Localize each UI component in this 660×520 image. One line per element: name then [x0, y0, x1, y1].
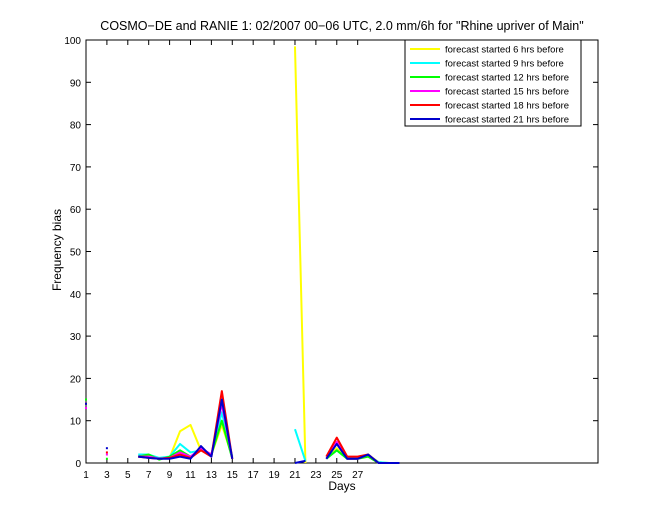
x-tick-label: 9	[167, 470, 173, 481]
y-tick-label: 70	[70, 163, 82, 174]
y-tick-label: 60	[70, 205, 82, 216]
legend	[404, 39, 582, 127]
chart-title: COSMO−DE and RANIE 1: 02/2007 00−06 UTC,…	[100, 19, 583, 33]
series-line	[294, 428, 307, 462]
y-tick-label: 100	[64, 36, 81, 47]
legend-entry: forecast started 18 hrs before	[445, 101, 569, 112]
y-tick-label: 30	[70, 332, 82, 343]
y-tick-label: 40	[70, 290, 82, 301]
legend-entry: forecast started 12 hrs before	[445, 73, 569, 84]
x-tick-label: 3	[104, 470, 110, 481]
series-line	[325, 442, 400, 464]
series-line	[138, 398, 234, 460]
x-tick-label: 25	[331, 470, 343, 481]
y-axis-label: Frequency bias	[50, 209, 64, 291]
series-line	[294, 459, 306, 464]
x-tick-label: 1	[83, 470, 89, 481]
series-6	[85, 398, 400, 464]
x-axis-label: Days	[328, 479, 355, 493]
x-tick-label: 21	[289, 470, 301, 481]
y-tick-label: 50	[70, 248, 82, 259]
y-tick-label: 80	[70, 121, 82, 132]
legend-entry: forecast started 6 hrs before	[445, 45, 564, 56]
y-tick-label: 90	[70, 78, 82, 89]
x-tick-label: 7	[146, 470, 152, 481]
legend-entry: forecast started 21 hrs before	[445, 115, 569, 126]
y-tick-label: 20	[70, 374, 82, 385]
legend-entry: forecast started 15 hrs before	[445, 87, 569, 98]
x-tick-label: 23	[310, 470, 322, 481]
y-tick-label: 0	[75, 459, 81, 470]
x-tick-label: 17	[248, 470, 260, 481]
x-tick-label: 5	[125, 470, 131, 481]
legend-entry: forecast started 9 hrs before	[445, 59, 564, 70]
x-tick-label: 15	[227, 470, 239, 481]
x-tick-label: 27	[352, 470, 364, 481]
y-tick-label: 10	[70, 417, 82, 428]
x-tick-label: 13	[206, 470, 218, 481]
series-line	[293, 46, 307, 464]
x-tick-label: 19	[269, 470, 281, 481]
x-tick-label: 11	[185, 470, 196, 481]
